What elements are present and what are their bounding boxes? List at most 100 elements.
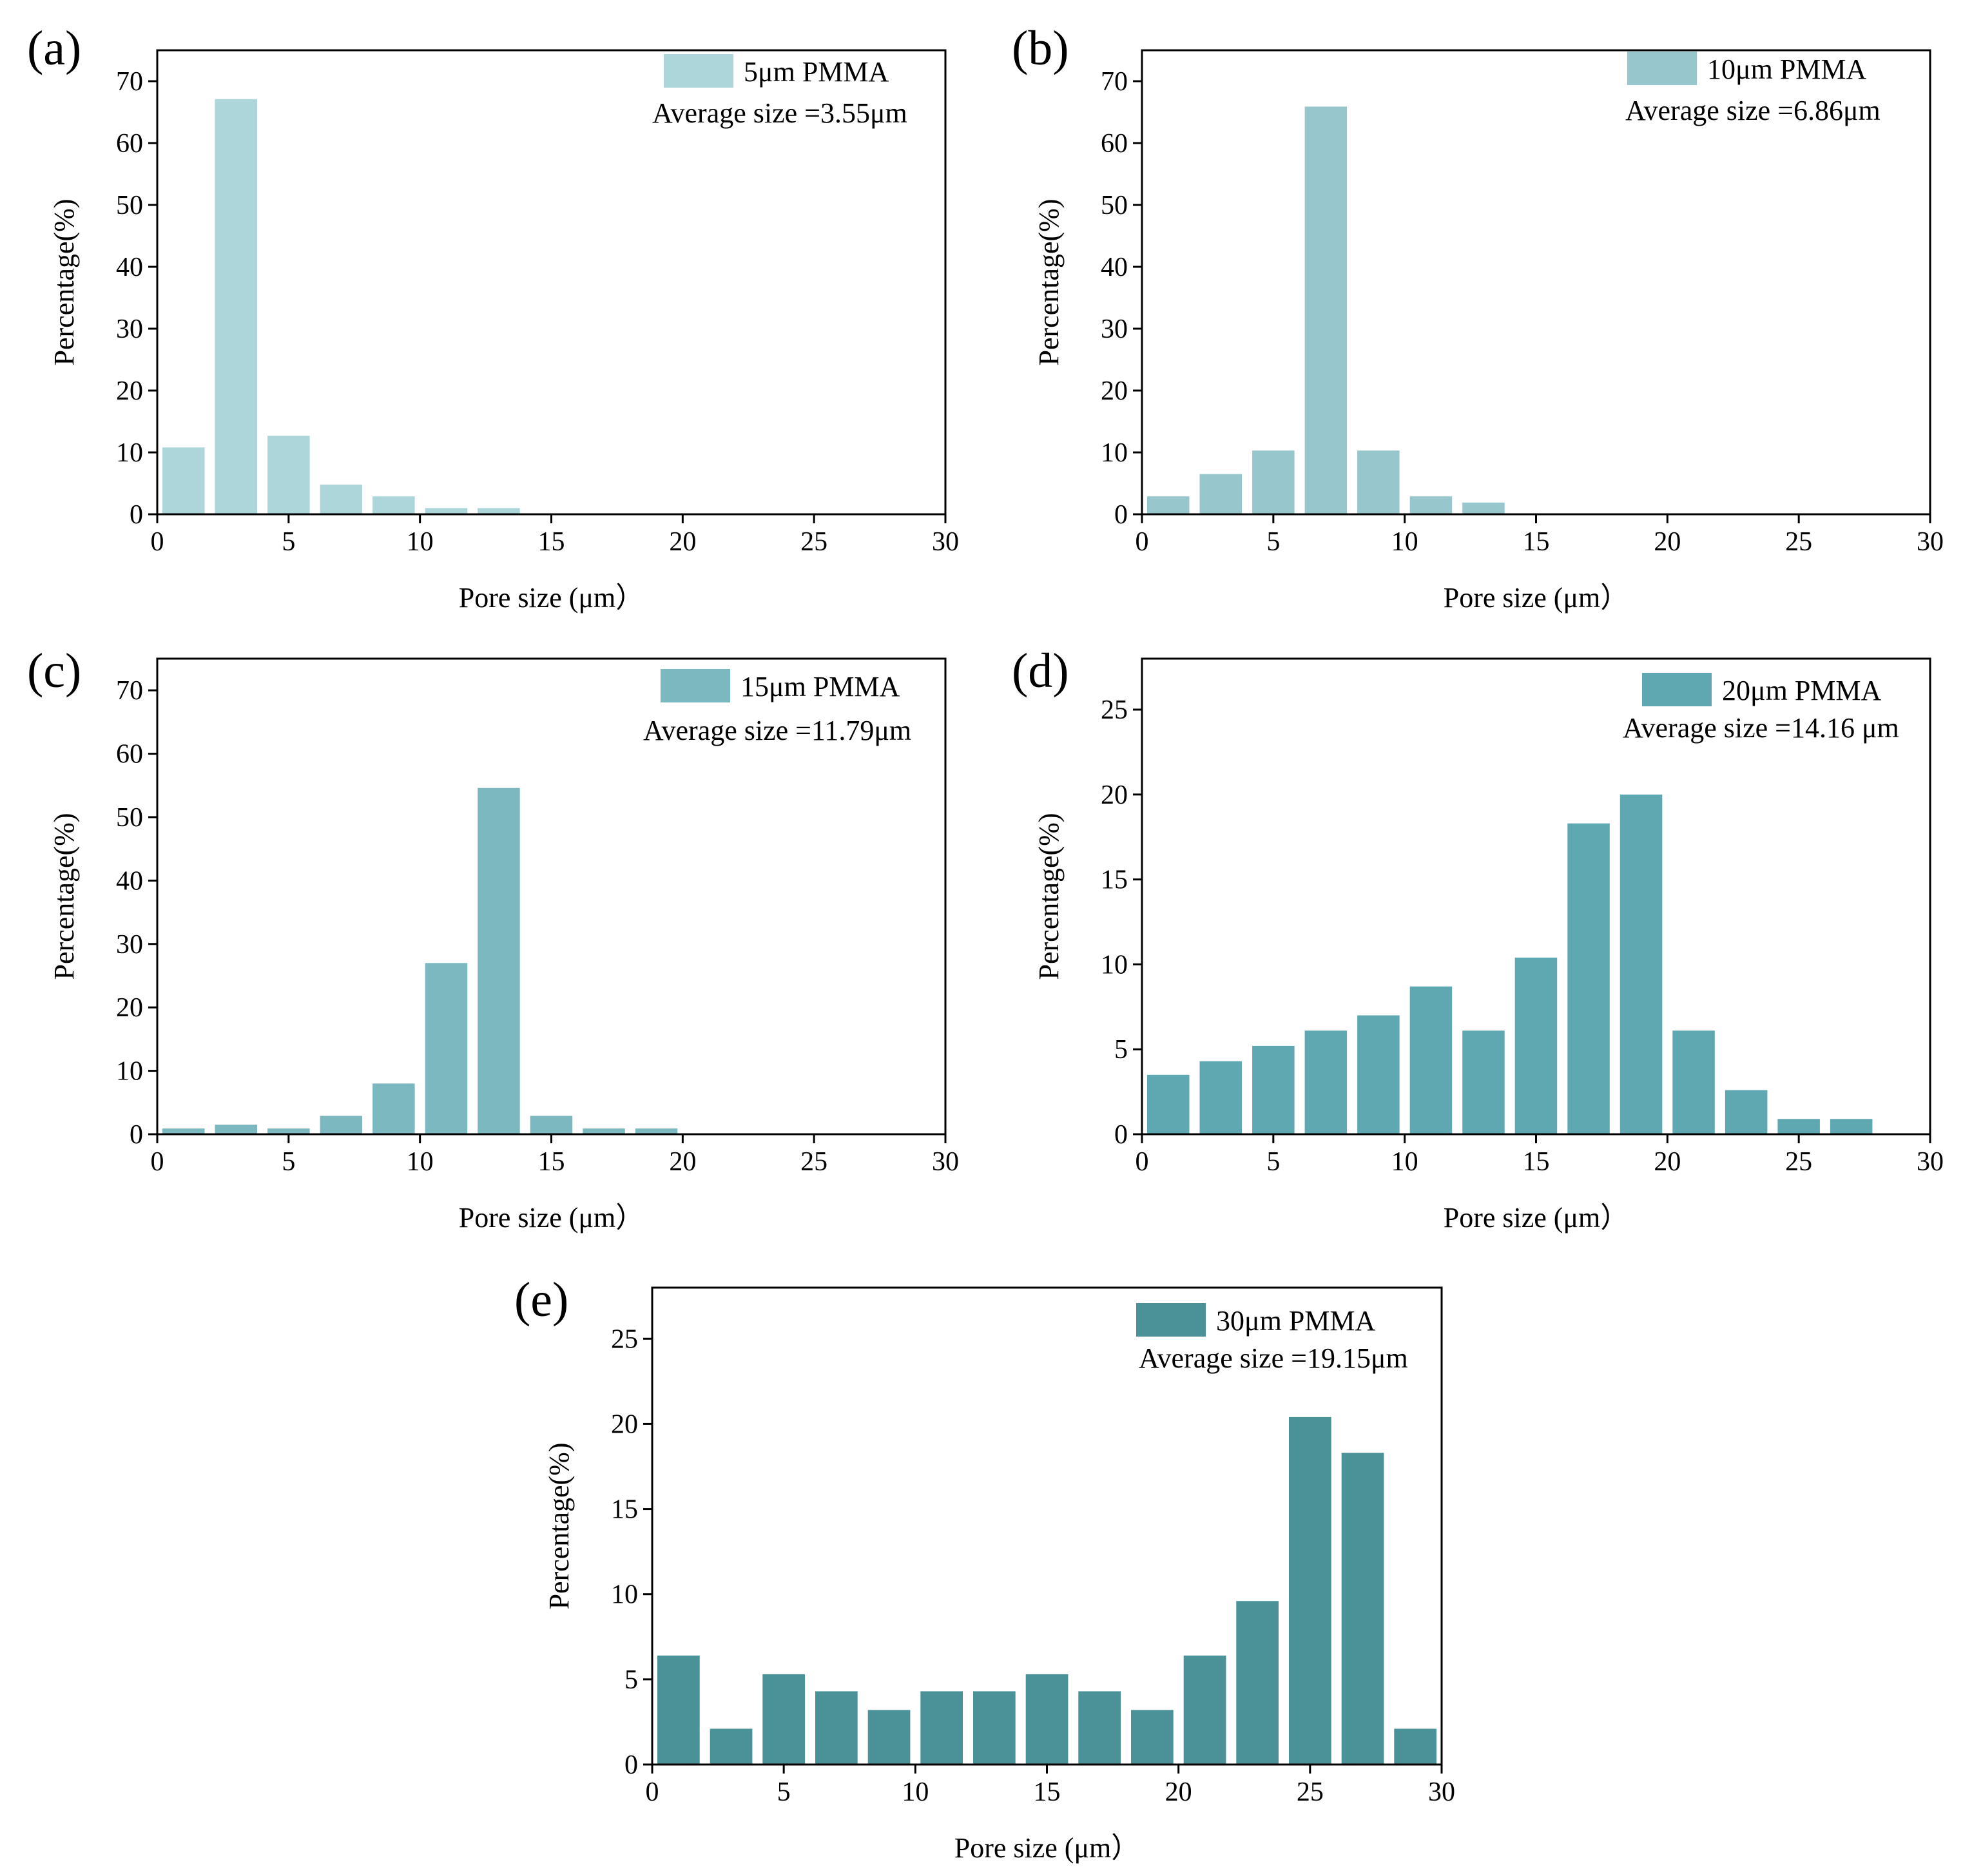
y-tick-label: 0 <box>1114 1120 1128 1150</box>
bar <box>1147 1074 1190 1135</box>
y-tick-label: 30 <box>116 314 143 344</box>
bar <box>478 508 520 514</box>
bar <box>1567 823 1610 1134</box>
legend-swatch <box>1642 673 1712 706</box>
y-tick-label: 10 <box>1101 950 1128 980</box>
y-tick-label: 0 <box>130 1120 143 1150</box>
y-tick-label: 70 <box>116 67 143 97</box>
legend-swatch <box>1627 52 1697 85</box>
y-tick-label: 20 <box>1101 376 1128 406</box>
legend-swatch <box>664 54 733 88</box>
bar <box>1025 1674 1069 1765</box>
y-tick-label: 40 <box>116 866 143 896</box>
bar <box>1304 1030 1348 1134</box>
bar <box>320 1116 363 1134</box>
x-tick-label: 25 <box>1297 1777 1324 1807</box>
y-tick-label: 70 <box>1101 67 1128 97</box>
y-tick-label: 0 <box>1114 500 1128 530</box>
bar <box>867 1710 911 1765</box>
bar <box>1409 496 1453 514</box>
y-tick-label: 0 <box>130 500 143 530</box>
y-tick-label: 20 <box>1101 780 1128 810</box>
y-tick-label: 20 <box>611 1409 638 1439</box>
bar <box>1409 986 1453 1134</box>
bar <box>267 436 310 514</box>
y-tick-label: 60 <box>116 129 143 159</box>
y-tick-label: 70 <box>116 676 143 706</box>
y-axis-label: Percentage(%) <box>48 199 80 366</box>
x-axis-label: Pore size (μm） <box>1444 1202 1629 1233</box>
x-tick-label: 20 <box>1654 527 1681 557</box>
x-tick-label: 5 <box>1266 527 1280 557</box>
x-tick-label: 20 <box>669 1147 696 1177</box>
average-size-annotation: Average size =6.86μm <box>1625 95 1881 126</box>
bar <box>215 1125 257 1134</box>
bar <box>1147 496 1190 514</box>
bar <box>1462 502 1505 514</box>
x-axis-label: Pore size (μm） <box>459 582 644 614</box>
x-tick-label: 15 <box>538 1147 565 1177</box>
panel-d: 0 5 10 15 20 25 30 0 5 10 15 20 25 Pore size (μm） Perc… <box>1012 644 1944 1233</box>
x-tick-label: 30 <box>1917 527 1944 557</box>
bar <box>1357 450 1400 514</box>
bar <box>635 1128 678 1134</box>
y-tick-label: 15 <box>1101 865 1128 895</box>
x-tick-label: 0 <box>151 527 164 557</box>
y-tick-label: 10 <box>611 1580 638 1610</box>
x-tick-label: 0 <box>1136 1147 1149 1177</box>
bar <box>1252 1045 1295 1134</box>
legend-label: 5μm PMMA <box>744 56 889 88</box>
x-tick-label: 30 <box>1917 1147 1944 1177</box>
x-tick-label: 20 <box>669 527 696 557</box>
y-tick-label: 20 <box>116 993 143 1023</box>
y-tick-label: 30 <box>1101 314 1128 344</box>
x-tick-label: 5 <box>282 1147 295 1177</box>
y-tick-label: 50 <box>116 191 143 220</box>
panel-label: (e) <box>514 1273 568 1327</box>
x-tick-label: 0 <box>151 1147 164 1177</box>
y-axis-label: Percentage(%) <box>1033 199 1065 366</box>
panel-label: (c) <box>27 644 81 698</box>
x-tick-label: 5 <box>282 527 295 557</box>
average-size-annotation: Average size =19.15μm <box>1139 1342 1408 1374</box>
x-tick-label: 30 <box>932 1147 959 1177</box>
panel-a: 0 5 10 15 20 25 30 0 10 20 30 40 50 60 70 Pore size (μm… <box>27 21 959 614</box>
bar <box>1394 1728 1436 1765</box>
y-tick-label: 0 <box>624 1750 638 1780</box>
x-tick-label: 25 <box>1785 527 1812 557</box>
bar <box>478 788 520 1134</box>
x-tick-label: 10 <box>1391 1147 1418 1177</box>
bar <box>1078 1691 1121 1765</box>
x-tick-label: 30 <box>1428 1777 1455 1807</box>
y-tick-label: 10 <box>116 438 143 468</box>
bar <box>1289 1417 1331 1765</box>
x-tick-label: 0 <box>1136 527 1149 557</box>
y-tick-label: 25 <box>611 1324 638 1354</box>
bar <box>1725 1090 1768 1134</box>
x-axis-label: Pore size (μm） <box>954 1832 1140 1864</box>
x-axis-label: Pore size (μm） <box>459 1202 644 1233</box>
bar <box>530 1116 573 1134</box>
average-size-annotation: Average size =14.16 μm <box>1623 712 1899 744</box>
bar <box>372 496 415 514</box>
y-tick-label: 40 <box>1101 253 1128 282</box>
x-tick-label: 10 <box>407 527 434 557</box>
x-tick-label: 30 <box>932 527 959 557</box>
x-axis-label: Pore size (μm） <box>1444 582 1629 614</box>
legend-label: 15μm PMMA <box>740 671 900 702</box>
y-tick-label: 10 <box>116 1057 143 1087</box>
bar <box>1199 474 1242 514</box>
bar <box>1236 1601 1279 1765</box>
y-tick-label: 20 <box>116 376 143 406</box>
x-tick-label: 15 <box>1523 527 1550 557</box>
panel-c: 0 5 10 15 20 25 30 0 10 20 30 40 50 60 70 Pore size (μm… <box>27 644 959 1233</box>
panel-e: 0 5 10 15 20 25 30 0 5 10 15 20 25 Pore size (μm） Perc… <box>514 1273 1455 1864</box>
panel-b: 0 5 10 15 20 25 30 0 10 20 30 40 50 60 70 Pore size (μm… <box>1012 21 1944 614</box>
bar <box>1199 1061 1242 1134</box>
legend-label: 20μm PMMA <box>1722 675 1882 706</box>
average-size-annotation: Average size =11.79μm <box>643 715 911 746</box>
bar <box>1304 106 1348 514</box>
bar <box>1620 794 1663 1134</box>
bar <box>1830 1119 1873 1134</box>
